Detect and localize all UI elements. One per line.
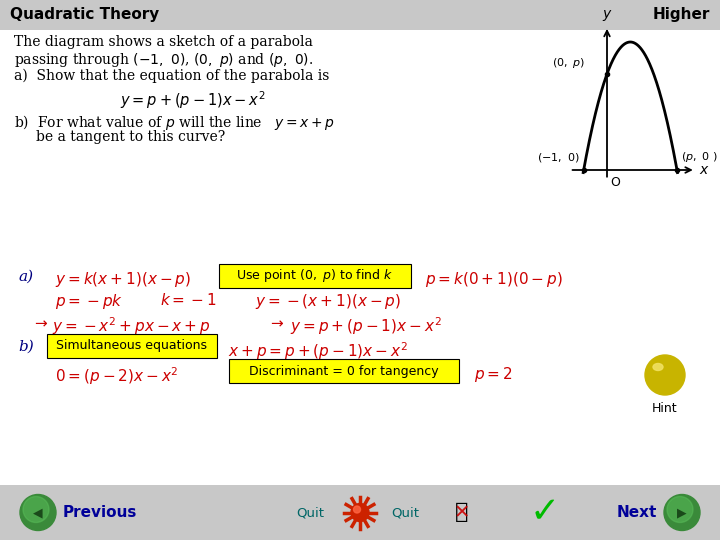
Text: Previous: Previous [63,505,138,520]
Text: Discriminant = 0 for tangency: Discriminant = 0 for tangency [249,364,438,377]
Text: Hint: Hint [652,402,678,415]
Text: $x + p = p + (p-1)x - x^2$: $x + p = p + (p-1)x - x^2$ [228,340,408,362]
Text: ✓: ✓ [530,496,560,530]
FancyBboxPatch shape [0,0,720,30]
Circle shape [664,495,700,530]
Text: Use point $(0,\ p)$ to find $k$: Use point $(0,\ p)$ to find $k$ [236,267,394,285]
Text: a)  Show that the equation of the parabola is: a) Show that the equation of the parabol… [14,69,329,83]
Text: Next: Next [616,505,657,520]
Text: $y = k(x+1)(x-p)$: $y = k(x+1)(x-p)$ [55,270,192,289]
Text: ✕: ✕ [454,503,470,522]
Circle shape [351,503,369,522]
FancyBboxPatch shape [219,264,411,288]
Text: $y$: $y$ [602,8,612,23]
Text: b)  For what value of $p$ will the line   $y = x + p$: b) For what value of $p$ will the line $… [14,113,335,132]
FancyBboxPatch shape [229,359,459,383]
Text: $(p,\ 0\ )$: $(p,\ 0\ )$ [681,150,718,164]
Text: Quit: Quit [296,506,324,519]
Text: The diagram shows a sketch of a parabola: The diagram shows a sketch of a parabola [14,35,313,49]
Text: b): b) [18,340,34,354]
Text: Quit: Quit [391,506,419,519]
Text: $(0,\ p)$: $(0,\ p)$ [552,56,585,70]
Text: $p = k(0+1)(0-p)$: $p = k(0+1)(0-p)$ [425,270,563,289]
Text: a): a) [18,270,33,284]
Circle shape [23,496,49,523]
Circle shape [667,496,693,523]
Text: $y = -(x+1)(x-p)$: $y = -(x+1)(x-p)$ [255,292,401,311]
Text: ▶: ▶ [678,506,687,519]
Text: $y = p + (p-1)x - x^2$: $y = p + (p-1)x - x^2$ [290,315,441,337]
FancyBboxPatch shape [47,334,217,358]
Text: $x$: $x$ [698,163,709,177]
Text: $k = -1$: $k = -1$ [160,292,217,308]
Text: ◀: ◀ [33,506,42,519]
FancyBboxPatch shape [0,485,720,540]
Circle shape [20,495,56,530]
Circle shape [354,506,361,513]
Text: 📱: 📱 [455,503,469,523]
Text: $y = -x^2 + px - x + p$: $y = -x^2 + px - x + p$ [52,315,211,337]
Text: $(-1,\ 0)$: $(-1,\ 0)$ [537,151,580,164]
Text: Simultaneous equations: Simultaneous equations [56,340,207,353]
Text: O: O [610,176,620,189]
Text: $p = -pk$: $p = -pk$ [55,292,123,311]
FancyBboxPatch shape [0,30,720,485]
Text: be a tangent to this curve?: be a tangent to this curve? [36,130,225,144]
Ellipse shape [653,363,663,370]
Text: passing through $(-1,\ 0)$, $(0,\ p)$ and $(p,\ 0)$.: passing through $(-1,\ 0)$, $(0,\ p)$ an… [14,51,313,69]
Text: $0 = (p-2)x - x^2$: $0 = (p-2)x - x^2$ [55,365,179,387]
Text: $\rightarrow$: $\rightarrow$ [268,315,285,330]
Text: Quadratic Theory: Quadratic Theory [10,8,159,23]
Text: Higher: Higher [652,8,710,23]
Text: $p = 2$: $p = 2$ [474,365,513,384]
Text: $y = p + (p-1)x - x^2$: $y = p + (p-1)x - x^2$ [120,89,266,111]
Text: $\rightarrow$: $\rightarrow$ [32,315,49,330]
Circle shape [645,355,685,395]
